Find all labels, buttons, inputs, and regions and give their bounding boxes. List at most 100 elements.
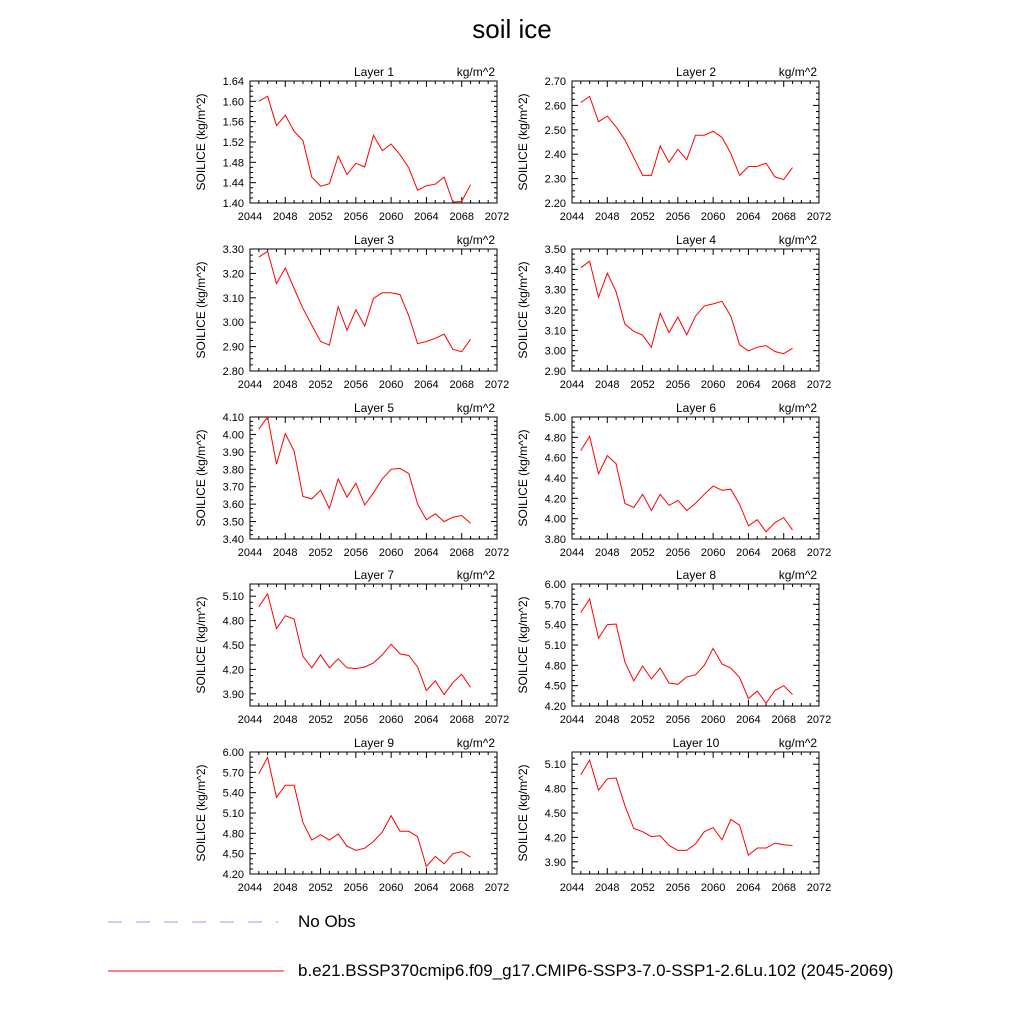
x-tick-label: 2044: [238, 714, 262, 726]
panel-layer-4: 2044 2048 2052 2056 2060 2064 2068 2072 2.90 3.00…: [516, 233, 831, 391]
y-tick-label: 3.40: [223, 534, 244, 546]
y-axis-label: SOILICE (kg/m^2): [194, 765, 208, 862]
y-tick-label: 4.80: [545, 784, 566, 796]
x-tick-label: 2048: [595, 882, 619, 894]
y-tick-label: 2.30: [545, 174, 566, 186]
y-tick-label: 4.80: [545, 432, 566, 444]
panel-units: kg/m^2: [457, 401, 496, 415]
x-tick-label: 2052: [630, 379, 654, 391]
y-tick-label: 2.80: [223, 366, 244, 378]
series-line: [580, 758, 793, 857]
x-tick-label: 2064: [736, 882, 760, 894]
y-axis-label: SOILICE (kg/m^2): [516, 262, 530, 359]
y-tick-label: 4.60: [545, 453, 566, 465]
y-tick-label: 5.40: [223, 788, 244, 800]
panel-title: Layer 7: [354, 568, 394, 582]
panel-title: Layer 2: [676, 65, 716, 79]
y-tick-label: 2.90: [223, 342, 244, 354]
y-tick-label: 4.20: [545, 493, 566, 505]
x-tick-label: 2044: [560, 211, 584, 223]
y-tick-label: 4.50: [545, 681, 566, 693]
y-tick-label: 5.10: [545, 759, 566, 771]
plot-frame: [571, 80, 820, 204]
plot-frame: [249, 583, 498, 707]
x-tick-label: 2072: [485, 211, 509, 223]
x-tick-label: 2068: [449, 379, 473, 391]
x-tick-label: 2052: [308, 714, 332, 726]
x-tick-label: 2060: [379, 211, 403, 223]
x-tick-label: 2060: [701, 211, 725, 223]
y-tick-label: 3.80: [223, 464, 244, 476]
panel-units: kg/m^2: [457, 568, 496, 582]
y-tick-label: 1.48: [223, 157, 244, 169]
x-tick-label: 2052: [630, 714, 654, 726]
panel-title: Layer 6: [676, 401, 716, 415]
plot-frame: [571, 751, 820, 875]
series-line: [580, 597, 793, 705]
y-tick-label: 3.90: [223, 447, 244, 459]
y-tick-label: 4.20: [545, 701, 566, 713]
x-tick-label: 2072: [485, 882, 509, 894]
y-axis-label: SOILICE (kg/m^2): [194, 597, 208, 694]
x-tick-label: 2052: [630, 211, 654, 223]
x-tick-label: 2064: [736, 379, 760, 391]
y-tick-label: 1.64: [223, 76, 244, 88]
x-tick-label: 2048: [273, 379, 297, 391]
x-tick-label: 2048: [273, 882, 297, 894]
y-tick-label: 5.70: [223, 767, 244, 779]
series-line: [580, 95, 793, 181]
x-tick-label: 2060: [701, 714, 725, 726]
y-tick-label: 4.20: [223, 664, 244, 676]
x-tick-label: 2056: [344, 547, 368, 559]
y-tick-label: 3.40: [545, 264, 566, 276]
x-tick-label: 2056: [666, 211, 690, 223]
y-tick-label: 3.10: [223, 293, 244, 305]
y-tick-label: 3.90: [545, 857, 566, 869]
plot-frame: [249, 80, 498, 204]
panel-layer-7: 2044 2048 2052 2056 2060 2064 2068 2072 3.90 4.20…: [194, 568, 509, 726]
y-tick-label: 4.20: [223, 869, 244, 881]
y-tick-label: 3.50: [545, 244, 566, 256]
x-tick-label: 2072: [807, 211, 831, 223]
x-tick-label: 2048: [273, 211, 297, 223]
y-tick-label: 4.00: [545, 514, 566, 526]
x-tick-label: 2072: [485, 547, 509, 559]
plot-frame: [249, 751, 498, 875]
y-axis-label: SOILICE (kg/m^2): [194, 94, 208, 191]
x-tick-label: 2044: [560, 547, 584, 559]
x-tick-label: 2052: [308, 882, 332, 894]
y-tick-label: 2.40: [545, 149, 566, 161]
x-tick-label: 2060: [379, 714, 403, 726]
y-tick-label: 3.10: [545, 325, 566, 337]
plot-frame: [249, 416, 498, 540]
x-tick-label: 2068: [449, 547, 473, 559]
y-tick-label: 4.50: [545, 808, 566, 820]
y-tick-label: 4.40: [545, 473, 566, 485]
y-tick-label: 5.40: [545, 620, 566, 632]
x-tick-label: 2052: [630, 547, 654, 559]
x-tick-label: 2056: [344, 882, 368, 894]
y-tick-label: 5.10: [223, 591, 244, 603]
panel-units: kg/m^2: [779, 233, 818, 247]
x-tick-label: 2044: [238, 547, 262, 559]
y-tick-label: 2.60: [545, 100, 566, 112]
x-tick-label: 2044: [238, 882, 262, 894]
panel-units: kg/m^2: [457, 736, 496, 750]
panel-title: Layer 5: [354, 401, 394, 415]
y-axis-label: SOILICE (kg/m^2): [516, 94, 530, 191]
series-line: [258, 755, 471, 868]
x-tick-label: 2072: [485, 379, 509, 391]
series-line: [258, 592, 471, 696]
x-tick-label: 2064: [736, 547, 760, 559]
x-tick-label: 2044: [238, 379, 262, 391]
x-tick-label: 2056: [666, 379, 690, 391]
y-tick-label: 2.90: [545, 366, 566, 378]
x-tick-label: 2064: [414, 882, 438, 894]
x-tick-label: 2048: [595, 547, 619, 559]
x-tick-label: 2052: [630, 882, 654, 894]
y-tick-label: 3.60: [223, 499, 244, 511]
panel-title: Layer 10: [673, 736, 720, 750]
y-tick-label: 1.40: [223, 198, 244, 210]
x-tick-label: 2052: [308, 547, 332, 559]
